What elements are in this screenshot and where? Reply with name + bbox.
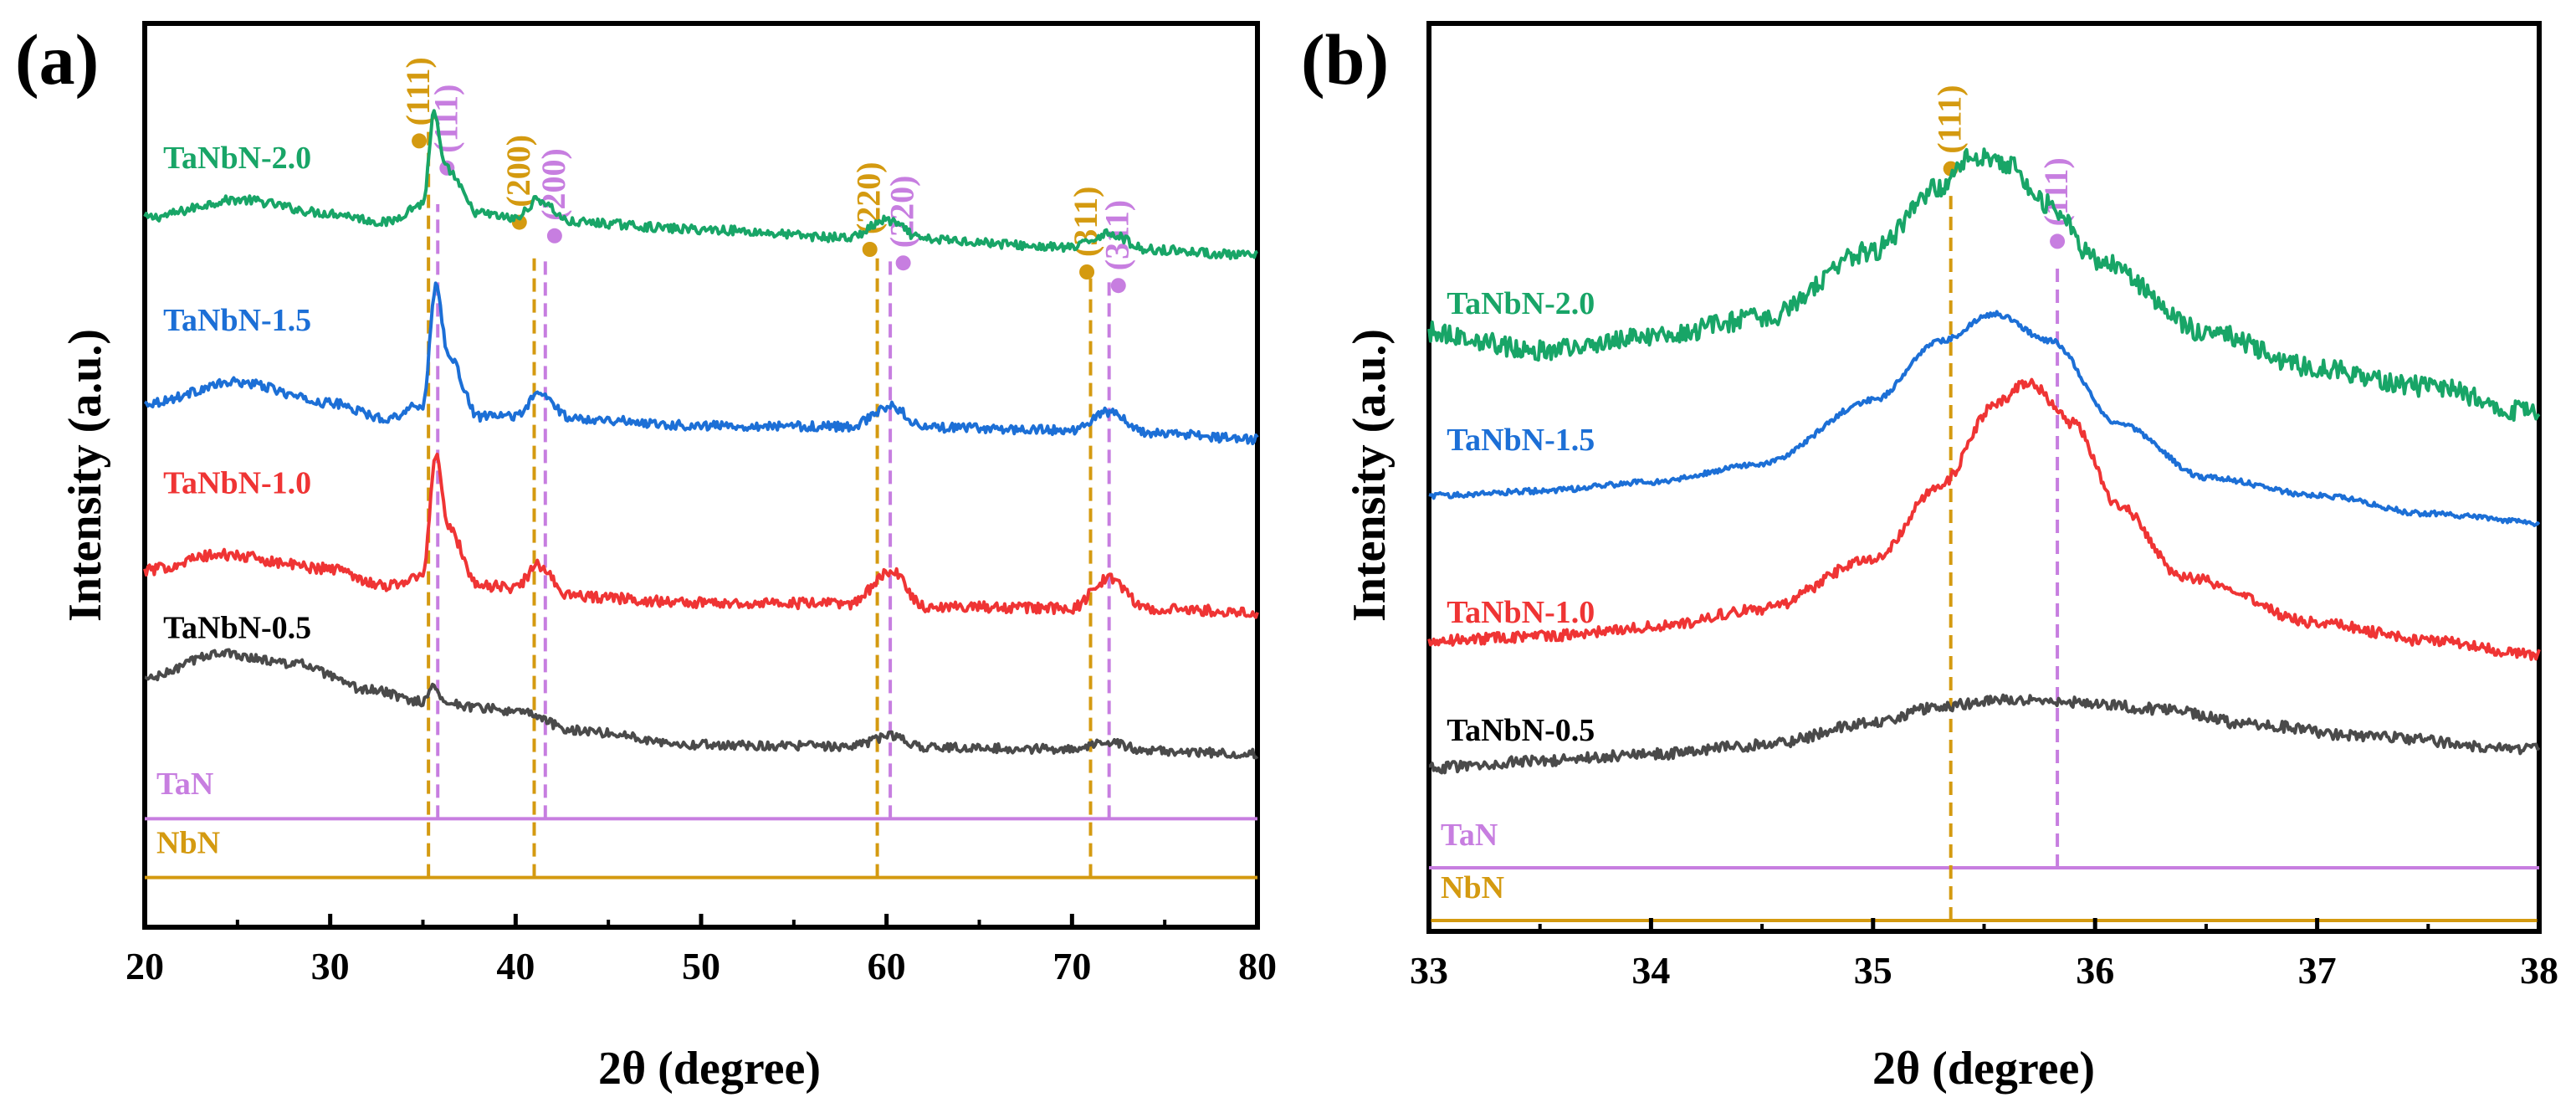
panel-a-x-axis: 20 30 40 50 60 70 80 — [125, 914, 1277, 987]
x-tick-label: 60 — [868, 945, 906, 987]
peak-hkl-label: (200) — [499, 135, 537, 208]
reference-label-tan: TaN — [1441, 818, 1498, 853]
panel-b-x-axis-label: 2θ (degree) — [1872, 1043, 2095, 1095]
series-line-tanbn-0.5 — [1428, 693, 2541, 775]
panel-a-series: TaNbN-2.0 TaNbN-1.5 TaNbN-1.0 TaNbN-0.5 — [143, 109, 1259, 760]
peak-marker-dot — [1110, 278, 1126, 294]
series-label-tanbn-2.0: TaNbN-2.0 — [1447, 286, 1595, 321]
reference-label-nbn: NbN — [1441, 870, 1504, 905]
x-tick-label: 70 — [1052, 945, 1091, 987]
x-tick-label: 37 — [2298, 949, 2337, 992]
x-tick-label: 34 — [1631, 949, 1670, 992]
panel-b-label: (b) — [1301, 19, 1389, 100]
series-line-tanbn-1.5 — [1428, 310, 2541, 527]
series-label-tanbn-1.5: TaNbN-1.5 — [163, 303, 311, 338]
reference-label-nbn: NbN — [156, 825, 220, 860]
series-label-tanbn-0.5: TaNbN-0.5 — [1447, 713, 1595, 748]
series-label-tanbn-1.0: TaNbN-1.0 — [1447, 595, 1595, 630]
panel-a-peak-annotations: (111)(111)(200)(200) (220)(220) (311)(311) — [399, 57, 1136, 878]
series-line-tanbn-2.0 — [1427, 147, 2541, 422]
series-line-tanbn-1.0 — [143, 452, 1259, 619]
x-tick-label: 80 — [1238, 945, 1277, 987]
reference-label-tan: TaN — [156, 767, 213, 802]
series-line-tanbn-1.0 — [1427, 377, 2541, 661]
x-tick-label: 20 — [125, 945, 164, 987]
peak-marker-dot — [1079, 264, 1095, 280]
panel-a-y-axis-label: Intensity (a.u.) — [59, 329, 111, 622]
peak-hkl-label: (111) — [1931, 85, 1969, 153]
series-label-tanbn-1.5: TaNbN-1.5 — [1447, 423, 1595, 458]
panel-b-series: TaNbN-2.0 TaNbN-1.5 TaNbN-1.0 TaNbN-0.5 — [1427, 147, 2541, 775]
panel-a-label: (a) — [15, 19, 99, 100]
x-tick-label: 36 — [2076, 949, 2114, 992]
panel-b-x-axis: 33 34 35 36 37 38 — [1410, 918, 2558, 992]
x-tick-label: 33 — [1410, 949, 1448, 992]
peak-marker-dot — [412, 133, 428, 149]
peak-marker-dot — [895, 255, 911, 271]
x-tick-label: 38 — [2520, 949, 2558, 992]
x-tick-label: 35 — [1854, 949, 1892, 992]
panel-b-y-axis-label: Intensity (a.u.) — [1344, 329, 1396, 622]
peak-marker-dot — [862, 242, 878, 257]
series-label-tanbn-1.0: TaNbN-1.0 — [163, 466, 311, 501]
peak-marker-dot — [546, 228, 562, 244]
x-tick-label: 30 — [311, 945, 350, 987]
series-line-tanbn-1.5 — [143, 281, 1259, 446]
panel-a-x-axis-label: 2θ (degree) — [598, 1043, 821, 1095]
panel-b-reference-lines: TaN NbN — [1429, 818, 2539, 922]
series-line-tanbn-2.0 — [143, 109, 1258, 260]
series-label-tanbn-0.5: TaNbN-0.5 — [163, 610, 311, 645]
panel-a-reference-lines: TaN NbN — [145, 767, 1257, 880]
peak-hkl-label: (220) — [883, 176, 921, 249]
series-label-tanbn-2.0: TaNbN-2.0 — [163, 141, 311, 176]
peak-hkl-label: (111) — [399, 57, 437, 126]
x-tick-label: 50 — [682, 945, 720, 987]
series-line-tanbn-0.5 — [144, 648, 1259, 760]
x-tick-label: 40 — [496, 945, 535, 987]
peak-marker-dot — [2050, 233, 2066, 249]
